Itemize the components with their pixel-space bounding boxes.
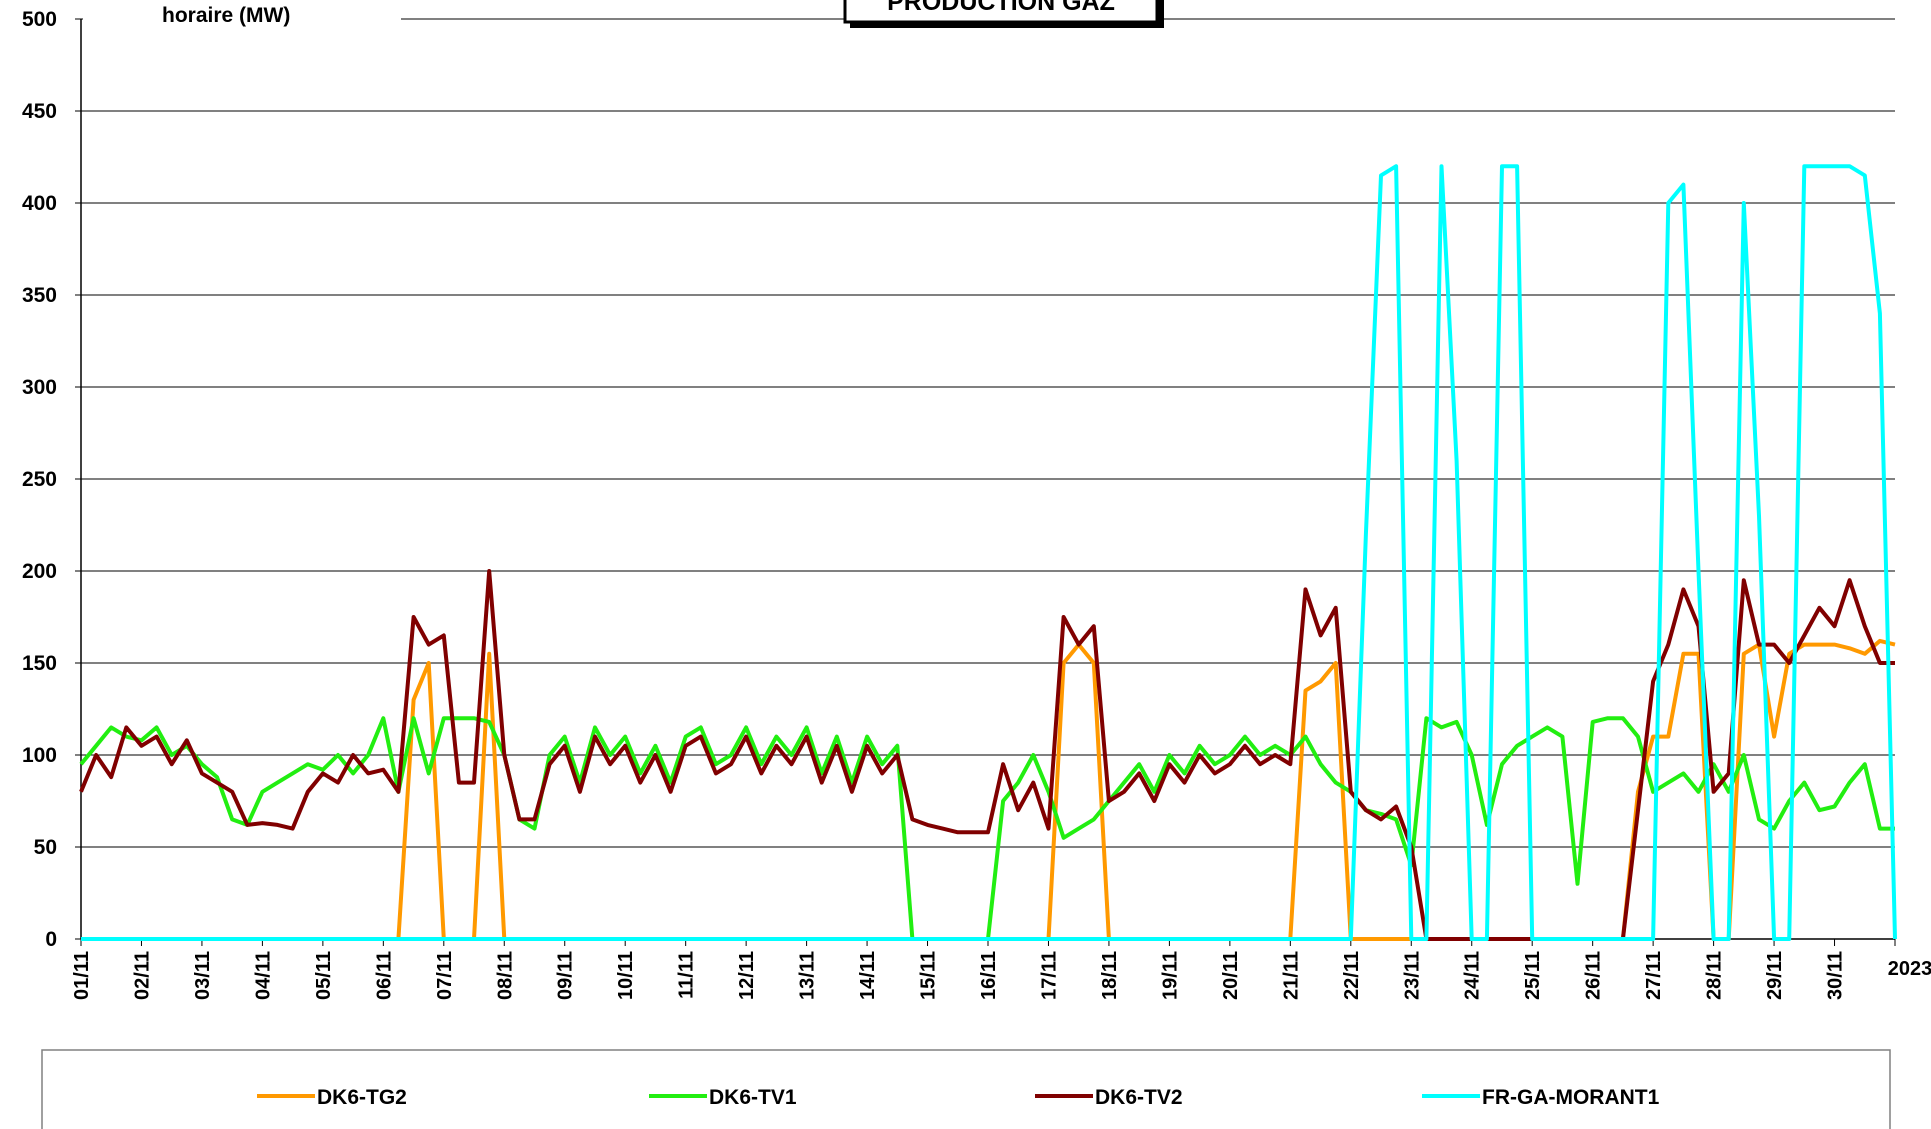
x-tick-label: 28/11	[1704, 951, 1726, 1000]
x-tick-label: 20/11	[1220, 951, 1242, 1000]
x-tick-label: 29/11	[1764, 951, 1786, 1000]
legend-box	[41, 1049, 1891, 1129]
x-tick-label: 12/11	[736, 951, 758, 1000]
chart-title: PRODUCTION GAZ	[887, 0, 1115, 16]
x-tick-label: 24/11	[1462, 951, 1484, 1000]
x-tick-label: 06/11	[373, 951, 395, 1000]
x-tick-label: 08/11	[494, 951, 516, 1000]
x-tick-label: 14/11	[857, 951, 879, 1000]
y-tick-label: 500	[22, 8, 57, 31]
y-tick-label: 100	[22, 744, 57, 767]
y-tick-label: 250	[22, 468, 57, 491]
x-tick-label: 13/11	[797, 951, 819, 1000]
x-tick-label: 10/11	[615, 951, 637, 1000]
x-tick-label: 2023	[1888, 958, 1931, 980]
y-tick-label: 400	[22, 192, 57, 215]
x-tick-label: 30/11	[1825, 951, 1847, 1000]
y-tick-label: 450	[22, 100, 57, 123]
x-tick-label: 05/11	[313, 951, 335, 1000]
x-tick-label: 03/11	[192, 951, 214, 1000]
y-tick-label: 300	[22, 376, 57, 399]
x-tick-label: 19/11	[1159, 951, 1181, 1000]
y-axis-label: horaire (MW)	[162, 4, 290, 27]
x-tick-label: 21/11	[1280, 951, 1302, 1000]
x-tick-label: 26/11	[1583, 951, 1605, 1000]
y-tick-label: 0	[45, 928, 57, 951]
x-tick-label: 15/11	[918, 951, 940, 1000]
series-line	[81, 164, 1897, 941]
x-tick-label: 23/11	[1401, 951, 1423, 1000]
x-tick-label: 09/11	[555, 951, 577, 1000]
x-tick-label: 17/11	[1038, 951, 1060, 1000]
label-backing	[83, 0, 401, 32]
title-box	[843, 0, 1159, 24]
y-tick-label: 350	[22, 284, 57, 307]
y-tick-label: 150	[22, 652, 57, 675]
legend-label: DK6-TG2	[317, 1086, 407, 1109]
legend-label: FR-GA-MORANT1	[1482, 1086, 1660, 1109]
y-tick-label: 200	[22, 560, 57, 583]
x-tick-label: 01/11	[71, 951, 93, 1000]
x-tick-label: 16/11	[978, 951, 1000, 1000]
x-tick-label: 02/11	[131, 951, 153, 1000]
legend-label: DK6-TV1	[709, 1086, 797, 1109]
x-tick-label: 22/11	[1341, 951, 1363, 1000]
x-tick-label: 18/11	[1099, 951, 1121, 1000]
y-tick-label: 50	[34, 836, 57, 859]
x-tick-label: 27/11	[1643, 951, 1665, 1000]
x-tick-label: 11/11	[676, 951, 698, 999]
x-tick-label: 25/11	[1522, 951, 1544, 1000]
legend-label: DK6-TV2	[1095, 1086, 1183, 1109]
x-tick-label: 04/11	[252, 951, 274, 1000]
x-tick-label: 07/11	[434, 951, 456, 1000]
